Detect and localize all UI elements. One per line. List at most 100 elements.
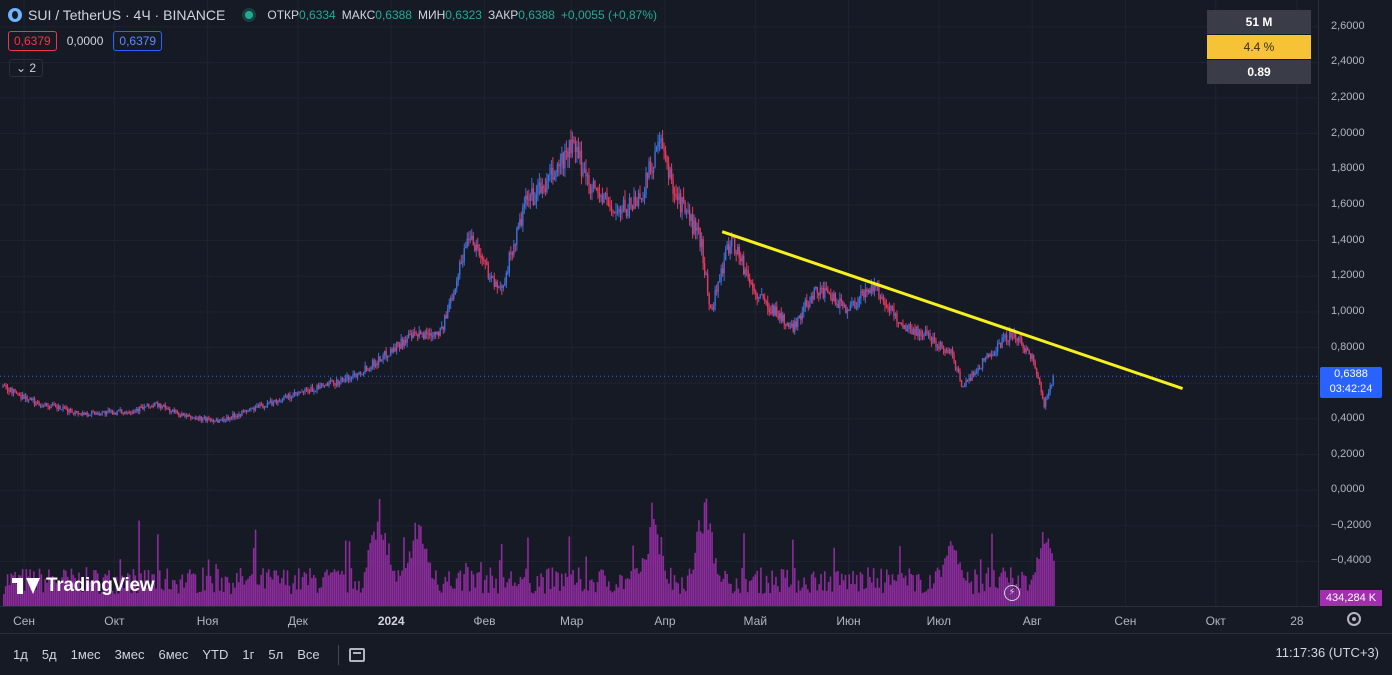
- candle-body: [980, 368, 982, 370]
- candle-body: [768, 308, 770, 313]
- volume-bar: [190, 574, 193, 606]
- candle-body: [616, 211, 619, 213]
- candle-body: [888, 306, 891, 311]
- candle-body: [950, 348, 952, 354]
- range-1y[interactable]: 1г: [242, 647, 255, 662]
- candle-body: [5, 385, 7, 388]
- candle-body: [239, 414, 242, 416]
- candle-body: [465, 246, 467, 249]
- volume-bar: [467, 567, 469, 606]
- y-tick-label: 1,0000: [1331, 304, 1365, 317]
- candle-body: [1032, 354, 1035, 362]
- candle-body: [984, 357, 987, 361]
- candle-body: [428, 333, 431, 335]
- volume-bar: [756, 570, 758, 606]
- candle-body: [1038, 378, 1041, 384]
- range-ytd[interactable]: YTD: [202, 647, 229, 662]
- volume-bar: [842, 580, 845, 606]
- range-1d[interactable]: 1д: [13, 647, 28, 662]
- price-chart[interactable]: [0, 0, 1318, 606]
- volume-bar: [827, 581, 830, 606]
- volume-bar: [416, 539, 418, 606]
- tradingview-logo[interactable]: TradingView: [12, 575, 155, 597]
- volume-bar: [369, 543, 371, 606]
- candle-body: [676, 196, 679, 200]
- candle-body: [556, 164, 559, 173]
- buy-button[interactable]: 0,6379: [113, 31, 163, 51]
- time-axis[interactable]: Сен Окт Ноя Дек 2024 Фев Мар Апр Май Июн Июл Авг Сен…: [0, 606, 1318, 633]
- candle-body: [702, 239, 704, 264]
- candle-body: [700, 239, 703, 248]
- candle-body: [418, 331, 420, 337]
- volume-bar: [57, 584, 60, 606]
- volume-bar: [897, 574, 899, 606]
- range-5y[interactable]: 5л: [268, 647, 284, 662]
- volume-bar: [406, 562, 409, 606]
- y-tick-label: 0,4000: [1331, 411, 1365, 424]
- range-3m[interactable]: 3мес: [114, 647, 145, 662]
- calendar-icon[interactable]: [348, 647, 365, 662]
- gear-icon[interactable]: [1347, 612, 1361, 626]
- volume-bar: [750, 580, 753, 606]
- volume-bar: [132, 569, 135, 606]
- candle-body: [346, 374, 348, 379]
- volume-bar: [344, 540, 347, 606]
- candle-body: [1031, 354, 1033, 359]
- candle-body: [340, 378, 342, 383]
- volume-bar: [76, 585, 78, 606]
- volume-bar: [745, 579, 747, 606]
- volume-bar: [72, 574, 75, 606]
- candle-body: [610, 206, 613, 211]
- sell-button[interactable]: 0,6379: [8, 31, 57, 51]
- candle-body: [993, 352, 996, 356]
- volume-bar: [728, 583, 730, 606]
- symbol-title[interactable]: SUI / TetherUS · 4Ч · BINANCE: [28, 7, 226, 23]
- candle-body: [711, 308, 713, 310]
- candle-body: [190, 415, 192, 419]
- volume-bar: [12, 575, 15, 606]
- volume-bar: [200, 591, 202, 606]
- candle-body: [697, 227, 700, 229]
- candle-body: [879, 297, 882, 299]
- candle-body: [732, 236, 734, 238]
- clock[interactable]: 11:17:36 (UTC+3): [1275, 645, 1379, 660]
- volume-bar: [127, 573, 129, 606]
- volume-bar: [307, 585, 309, 606]
- price-axis[interactable]: 2,6000 2,4000 2,2000 2,0000 1,8000 1,6000 1,40…: [1318, 0, 1392, 606]
- candle-body: [651, 171, 653, 173]
- candle-body: [770, 312, 772, 314]
- candle-body: [540, 182, 542, 194]
- candle-body: [149, 406, 151, 408]
- volume-bar: [829, 576, 832, 606]
- volume-bar: [607, 581, 610, 606]
- candle-body: [510, 252, 512, 254]
- candle-body: [742, 255, 745, 275]
- volume-bar: [427, 562, 430, 606]
- candle-body: [658, 141, 661, 143]
- candle-body: [421, 333, 423, 335]
- volume-bar: [790, 584, 792, 606]
- candle-body: [562, 153, 565, 169]
- candle-body: [1028, 350, 1030, 354]
- candle-body: [394, 347, 396, 351]
- lightning-icon[interactable]: ⚡: [1004, 585, 1020, 601]
- indicators-toggle[interactable]: ⌄ 2: [9, 59, 44, 77]
- chart-area[interactable]: [0, 0, 1318, 606]
- volume-bar: [215, 564, 217, 606]
- volume-bar: [498, 560, 501, 606]
- volume-bar: [688, 568, 691, 606]
- candle-body: [9, 387, 12, 392]
- range-5d[interactable]: 5д: [41, 647, 57, 662]
- range-1m[interactable]: 1мес: [70, 647, 101, 662]
- range-6m[interactable]: 6мес: [158, 647, 189, 662]
- candle-body: [47, 405, 49, 407]
- volume-bar: [410, 558, 413, 606]
- volume-bar: [831, 591, 834, 606]
- candle-body: [899, 322, 901, 324]
- volume-bar: [793, 568, 796, 606]
- candle-body: [544, 188, 547, 192]
- candle-body: [489, 278, 491, 280]
- candle-body: [864, 289, 867, 298]
- range-all[interactable]: Все: [297, 647, 320, 662]
- candle-body: [821, 287, 823, 289]
